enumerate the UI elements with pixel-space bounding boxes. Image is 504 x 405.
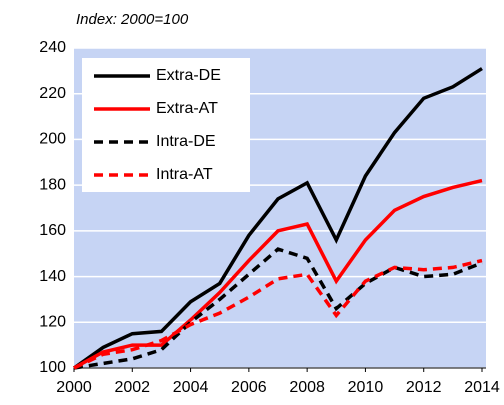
legend-box [82, 58, 250, 192]
x-tick-label: 2000 [56, 379, 92, 396]
y-tick-label: 120 [39, 314, 66, 331]
chart-subtitle: Index: 2000=100 [76, 11, 189, 28]
y-tick-label: 240 [39, 39, 66, 56]
series-line [72, 67, 483, 370]
x-tick-label: 2008 [289, 379, 325, 396]
series-line [73, 247, 483, 370]
x-tick-label: 2014 [464, 379, 500, 396]
x-tick-label: 2012 [406, 379, 442, 396]
legend-label: Intra-DE [156, 133, 216, 150]
y-tick-label: 200 [39, 131, 66, 148]
legend-label: Extra-AT [156, 100, 218, 117]
series-line [73, 178, 483, 370]
y-tick-label: 140 [39, 268, 66, 285]
legend-label: Extra-DE [156, 67, 221, 84]
x-tick-label: 2006 [231, 379, 267, 396]
x-tick-label: 2004 [173, 379, 209, 396]
y-tick-label: 160 [39, 222, 66, 239]
y-tick-label: 100 [39, 359, 66, 376]
y-tick-label: 180 [39, 176, 66, 193]
x-tick-label: 2002 [114, 379, 150, 396]
legend-label: Intra-AT [156, 166, 213, 183]
y-tick-label: 220 [39, 85, 66, 102]
x-tick-label: 2010 [348, 379, 384, 396]
